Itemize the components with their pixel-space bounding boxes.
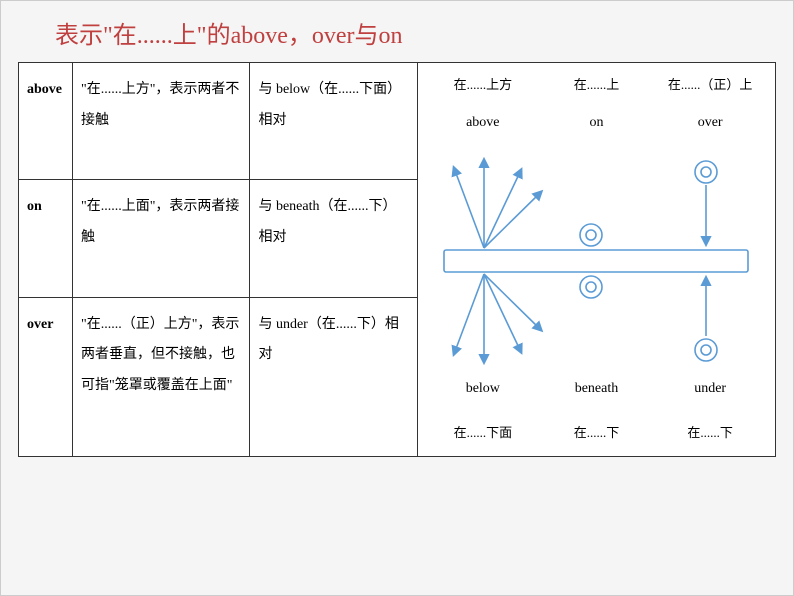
cell-def-on: "在......上面"，表示两者接触: [72, 180, 249, 297]
label-top-en-2: over: [653, 108, 767, 139]
label-top-en-0: above: [426, 108, 540, 139]
diagram-top-cn: 在......上方 在......上 在......（正）上: [426, 71, 767, 100]
diagram-cell: 在......上方 在......上 在......（正）上 above on …: [417, 63, 775, 457]
prepositions-table: above "在......上方"，表示两者不接触 与 below（在.....…: [18, 62, 776, 457]
label-top-cn-2: 在......（正）上: [653, 71, 767, 100]
diagram-top-en: above on over: [426, 102, 767, 139]
cell-def-over: "在......（正）上方"，表示两者垂直，但不接触，也可指"笼罩或覆盖在上面": [72, 297, 249, 456]
diagram-bottom-en: below beneath under: [426, 374, 767, 405]
cell-opp-on: 与 beneath（在......下）相对: [250, 180, 418, 297]
label-bot-cn-0: 在......下面: [426, 419, 540, 448]
row-header-above: above: [19, 63, 73, 180]
label-bot-en-1: beneath: [540, 374, 654, 405]
preposition-diagram: [426, 140, 766, 370]
label-bot-en-2: under: [653, 374, 767, 405]
cell-def-above: "在......上方"，表示两者不接触: [72, 63, 249, 180]
diagram-bottom-cn: 在......下面 在......下 在......下: [426, 409, 767, 448]
label-bot-cn-2: 在......下: [653, 419, 767, 448]
cell-opp-above: 与 below（在......下面）相对: [250, 63, 418, 180]
row-header-over: over: [19, 297, 73, 456]
page-title: 表示"在......上"的above，over与on: [1, 1, 793, 62]
label-top-cn-1: 在......上: [540, 71, 654, 100]
label-top-cn-0: 在......上方: [426, 71, 540, 100]
label-bot-cn-1: 在......下: [540, 419, 654, 448]
cell-opp-over: 与 under（在......下）相对: [250, 297, 418, 456]
row-header-on: on: [19, 180, 73, 297]
label-top-en-1: on: [540, 108, 654, 139]
label-bot-en-0: below: [426, 374, 540, 405]
